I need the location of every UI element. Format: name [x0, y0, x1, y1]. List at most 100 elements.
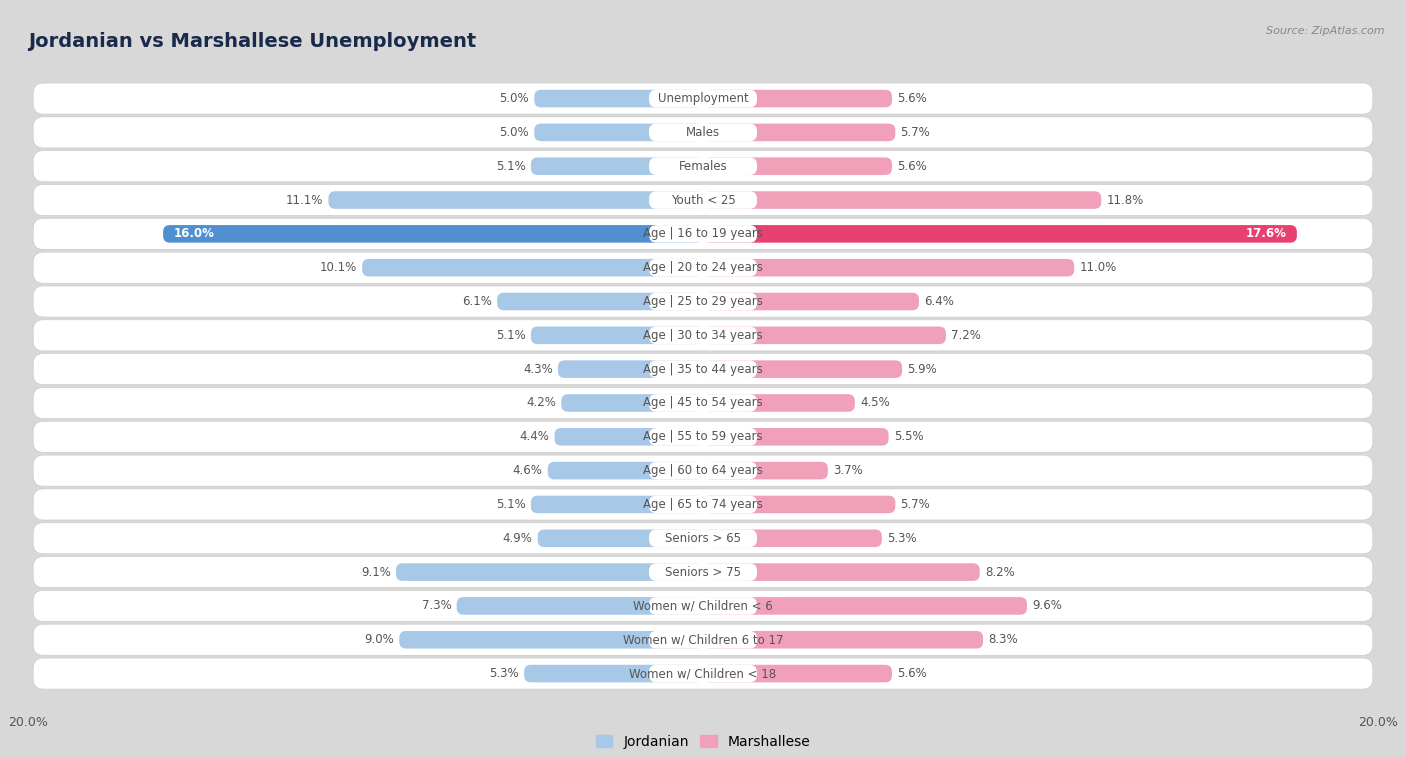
Text: 4.5%: 4.5%: [860, 397, 890, 410]
Text: Source: ZipAtlas.com: Source: ZipAtlas.com: [1267, 26, 1385, 36]
FancyBboxPatch shape: [650, 259, 756, 276]
FancyBboxPatch shape: [703, 90, 891, 107]
FancyBboxPatch shape: [650, 293, 756, 310]
Text: 6.4%: 6.4%: [924, 295, 953, 308]
Text: 5.1%: 5.1%: [496, 498, 526, 511]
Text: Females: Females: [679, 160, 727, 173]
FancyBboxPatch shape: [703, 597, 1026, 615]
FancyBboxPatch shape: [703, 462, 828, 479]
FancyBboxPatch shape: [703, 225, 1296, 243]
Text: 4.9%: 4.9%: [503, 531, 533, 545]
FancyBboxPatch shape: [34, 354, 1372, 385]
FancyBboxPatch shape: [650, 529, 756, 547]
FancyBboxPatch shape: [363, 259, 703, 276]
FancyBboxPatch shape: [34, 218, 1372, 249]
FancyBboxPatch shape: [650, 192, 756, 209]
Text: Age | 20 to 24 years: Age | 20 to 24 years: [643, 261, 763, 274]
FancyBboxPatch shape: [650, 157, 756, 175]
Text: Age | 65 to 74 years: Age | 65 to 74 years: [643, 498, 763, 511]
Text: 5.7%: 5.7%: [900, 498, 931, 511]
Text: Women w/ Children < 18: Women w/ Children < 18: [630, 667, 776, 680]
FancyBboxPatch shape: [650, 496, 756, 513]
FancyBboxPatch shape: [703, 192, 1101, 209]
FancyBboxPatch shape: [703, 157, 891, 175]
Text: 5.9%: 5.9%: [907, 363, 936, 375]
Text: 4.3%: 4.3%: [523, 363, 553, 375]
FancyBboxPatch shape: [163, 225, 703, 243]
FancyBboxPatch shape: [531, 157, 703, 175]
FancyBboxPatch shape: [531, 326, 703, 344]
Text: 5.7%: 5.7%: [900, 126, 931, 139]
FancyBboxPatch shape: [703, 123, 896, 142]
Text: 8.2%: 8.2%: [984, 565, 1015, 578]
FancyBboxPatch shape: [650, 597, 756, 615]
FancyBboxPatch shape: [703, 563, 980, 581]
FancyBboxPatch shape: [34, 83, 1372, 114]
Text: Age | 25 to 29 years: Age | 25 to 29 years: [643, 295, 763, 308]
FancyBboxPatch shape: [548, 462, 703, 479]
Text: 7.3%: 7.3%: [422, 600, 451, 612]
FancyBboxPatch shape: [650, 123, 756, 142]
FancyBboxPatch shape: [703, 496, 896, 513]
FancyBboxPatch shape: [650, 225, 756, 243]
Text: Women w/ Children < 6: Women w/ Children < 6: [633, 600, 773, 612]
FancyBboxPatch shape: [650, 428, 756, 446]
FancyBboxPatch shape: [650, 394, 756, 412]
Text: Seniors > 75: Seniors > 75: [665, 565, 741, 578]
FancyBboxPatch shape: [34, 658, 1372, 689]
FancyBboxPatch shape: [34, 455, 1372, 486]
FancyBboxPatch shape: [399, 631, 703, 649]
FancyBboxPatch shape: [703, 293, 920, 310]
FancyBboxPatch shape: [703, 326, 946, 344]
FancyBboxPatch shape: [703, 631, 983, 649]
Text: 5.1%: 5.1%: [496, 329, 526, 342]
Text: Age | 45 to 54 years: Age | 45 to 54 years: [643, 397, 763, 410]
FancyBboxPatch shape: [34, 556, 1372, 587]
Text: 6.1%: 6.1%: [463, 295, 492, 308]
FancyBboxPatch shape: [534, 123, 703, 142]
Text: Youth < 25: Youth < 25: [671, 194, 735, 207]
FancyBboxPatch shape: [703, 259, 1074, 276]
FancyBboxPatch shape: [34, 388, 1372, 419]
Text: Age | 35 to 44 years: Age | 35 to 44 years: [643, 363, 763, 375]
Text: 9.0%: 9.0%: [364, 634, 394, 646]
FancyBboxPatch shape: [524, 665, 703, 682]
FancyBboxPatch shape: [498, 293, 703, 310]
FancyBboxPatch shape: [650, 631, 756, 649]
FancyBboxPatch shape: [34, 185, 1372, 216]
Text: 5.1%: 5.1%: [496, 160, 526, 173]
Text: 16.0%: 16.0%: [173, 227, 214, 241]
FancyBboxPatch shape: [703, 529, 882, 547]
FancyBboxPatch shape: [650, 326, 756, 344]
Text: 5.3%: 5.3%: [489, 667, 519, 680]
FancyBboxPatch shape: [561, 394, 703, 412]
Text: 11.1%: 11.1%: [285, 194, 323, 207]
FancyBboxPatch shape: [650, 90, 756, 107]
FancyBboxPatch shape: [34, 252, 1372, 283]
Text: 7.2%: 7.2%: [950, 329, 981, 342]
Text: 4.2%: 4.2%: [526, 397, 557, 410]
FancyBboxPatch shape: [703, 665, 891, 682]
FancyBboxPatch shape: [34, 523, 1372, 554]
FancyBboxPatch shape: [554, 428, 703, 446]
FancyBboxPatch shape: [703, 394, 855, 412]
Text: 3.7%: 3.7%: [832, 464, 863, 477]
Text: 5.6%: 5.6%: [897, 160, 927, 173]
Text: Age | 60 to 64 years: Age | 60 to 64 years: [643, 464, 763, 477]
Text: Women w/ Children 6 to 17: Women w/ Children 6 to 17: [623, 634, 783, 646]
Text: 5.5%: 5.5%: [894, 430, 924, 444]
FancyBboxPatch shape: [329, 192, 703, 209]
Text: 4.4%: 4.4%: [520, 430, 550, 444]
Text: 11.0%: 11.0%: [1080, 261, 1116, 274]
FancyBboxPatch shape: [650, 665, 756, 682]
Text: 9.1%: 9.1%: [361, 565, 391, 578]
FancyBboxPatch shape: [34, 489, 1372, 520]
Text: Age | 16 to 19 years: Age | 16 to 19 years: [643, 227, 763, 241]
FancyBboxPatch shape: [34, 286, 1372, 317]
FancyBboxPatch shape: [396, 563, 703, 581]
Text: Males: Males: [686, 126, 720, 139]
Text: 5.6%: 5.6%: [897, 667, 927, 680]
FancyBboxPatch shape: [34, 625, 1372, 656]
FancyBboxPatch shape: [650, 462, 756, 479]
Text: Jordanian vs Marshallese Unemployment: Jordanian vs Marshallese Unemployment: [28, 33, 477, 51]
